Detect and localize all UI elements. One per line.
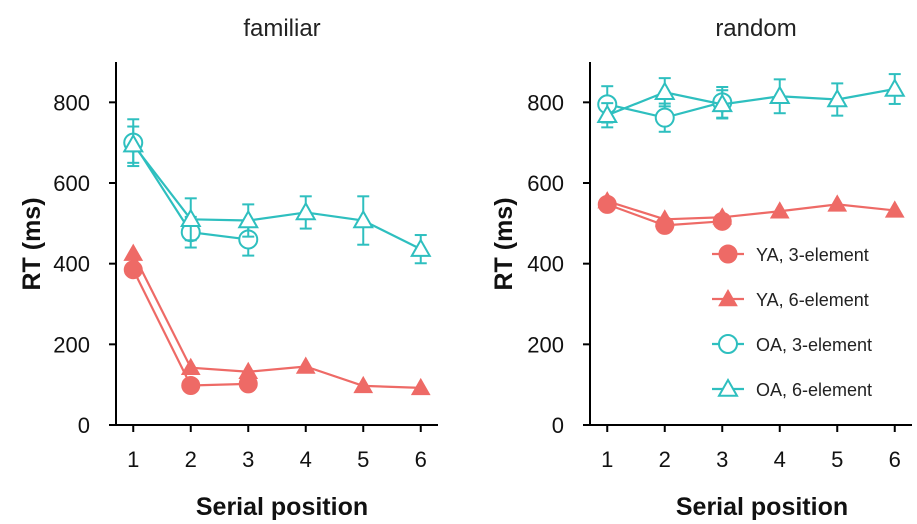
data-point [769,201,790,219]
legend: YA, 3-element YA, 6-element OA, 3-element O… [712,244,872,400]
y-tick-label: 200 [527,332,564,357]
data-point [410,238,432,257]
x-tick-label: 3 [716,447,728,472]
legend-marker [718,334,738,354]
series-YA [123,260,258,395]
legend-marker [717,377,739,397]
x-tick-label: 4 [300,447,312,472]
x-tick-label: 6 [415,447,427,472]
x-axis-label: Serial position [196,493,368,521]
data-point [884,200,905,218]
series-line [606,200,895,221]
x-tick-label: 1 [127,447,139,472]
legend-label: OA, 3-element [756,335,872,355]
panel-title: familiar [243,15,320,42]
panel-random: random 0 200 400 600 800 1 2 3 4 5 6 Serial position… [490,15,912,521]
data-point [295,356,316,374]
legend-label: YA, 6-element [756,290,869,310]
panel-title: random [715,15,796,42]
y-tick-label: 400 [527,252,564,277]
x-tick-label: 2 [185,447,197,472]
data-point [352,209,374,229]
data-point [712,207,733,225]
series-line [132,144,422,251]
data-point [123,260,143,280]
legend-label: YA, 3-element [756,245,869,265]
legend-label: OA, 6-element [756,380,872,400]
data-point [884,78,906,97]
x-tick-label: 4 [774,447,786,472]
y-tick-label: 600 [527,171,564,196]
legend-marker [718,288,738,307]
y-tick-label: 800 [53,90,90,115]
data-point [353,375,374,394]
data-point [180,357,201,375]
series-OA [122,125,432,265]
series-YA6 [597,191,905,227]
data-point [711,93,733,113]
x-tick-label: 2 [659,447,671,472]
y-axis-label: RT (ms) [490,197,518,290]
legend-marker [718,244,738,264]
data-point [410,377,431,396]
data-point [654,81,676,100]
y-tick-label: 0 [78,413,90,438]
data-point [769,85,791,105]
y-axis-label: RT (ms) [18,197,46,290]
y-tick-label: 400 [53,252,90,277]
x-axis-label: Serial position [676,493,848,521]
data-point [181,375,201,395]
series-OA [596,73,906,129]
x-tick-label: 3 [242,447,254,472]
y-tick-label: 800 [527,90,564,115]
series-line [132,253,421,389]
series-YA6 [123,243,431,396]
data-point [122,133,144,153]
data-point [597,191,618,209]
data-point [123,243,144,261]
data-point [654,107,675,128]
data-point [654,209,675,227]
data-point [596,104,618,123]
y-tick-label: 200 [53,332,90,357]
y-tick-label: 0 [552,413,564,438]
x-tick-label: 6 [889,447,901,472]
x-tick-label: 1 [601,447,613,472]
panel-familiar: familiar 0 200 400 600 800 1 2 3 4 5 6 Serial positi… [18,15,438,521]
data-point [238,361,259,380]
y-tick-label: 600 [53,171,90,196]
series-line [606,87,895,117]
data-point [237,209,259,229]
x-tick-label: 5 [357,447,369,472]
x-tick-label: 5 [831,447,843,472]
data-point [295,201,317,221]
data-point [180,208,202,228]
data-point [827,194,848,212]
data-point [826,88,848,108]
